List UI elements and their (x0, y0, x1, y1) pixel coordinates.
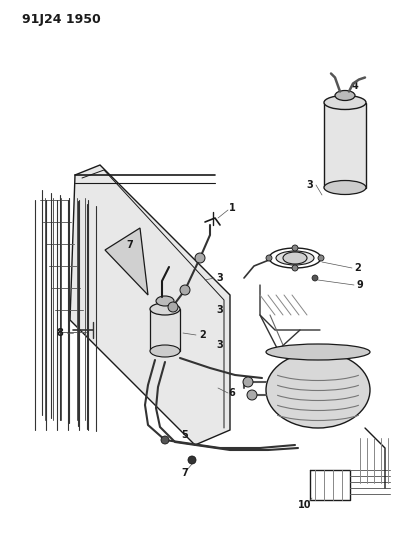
Text: 8: 8 (56, 328, 63, 338)
Text: 4: 4 (352, 81, 358, 91)
Ellipse shape (283, 252, 307, 264)
Ellipse shape (150, 303, 180, 315)
Text: 3: 3 (307, 180, 314, 190)
Ellipse shape (276, 251, 314, 265)
Text: 3: 3 (217, 340, 223, 350)
Circle shape (243, 377, 253, 387)
Text: 3: 3 (217, 305, 223, 315)
Ellipse shape (324, 181, 366, 195)
Ellipse shape (324, 95, 366, 109)
Text: 9: 9 (357, 280, 364, 290)
Text: 3: 3 (217, 273, 223, 283)
Text: 5: 5 (182, 430, 188, 440)
Circle shape (247, 390, 257, 400)
Circle shape (318, 255, 324, 261)
Text: 6: 6 (229, 388, 235, 398)
Circle shape (312, 275, 318, 281)
Text: 10: 10 (298, 500, 312, 510)
Text: 2: 2 (355, 263, 361, 273)
Ellipse shape (150, 345, 180, 357)
Circle shape (266, 255, 272, 261)
Circle shape (168, 302, 178, 312)
Ellipse shape (266, 352, 370, 428)
Ellipse shape (335, 91, 355, 101)
Text: 7: 7 (182, 468, 188, 478)
Circle shape (292, 245, 298, 251)
Circle shape (292, 265, 298, 271)
Circle shape (195, 253, 205, 263)
Circle shape (180, 285, 190, 295)
Text: 7: 7 (127, 240, 133, 250)
FancyBboxPatch shape (324, 102, 366, 188)
Circle shape (161, 436, 169, 444)
Circle shape (188, 456, 196, 464)
Text: 1: 1 (229, 203, 235, 213)
Text: 2: 2 (199, 330, 206, 340)
Ellipse shape (156, 296, 174, 306)
Text: 91J24 1950: 91J24 1950 (22, 13, 101, 26)
Polygon shape (70, 165, 230, 445)
Ellipse shape (266, 344, 370, 360)
FancyBboxPatch shape (150, 309, 180, 351)
Polygon shape (105, 228, 148, 295)
